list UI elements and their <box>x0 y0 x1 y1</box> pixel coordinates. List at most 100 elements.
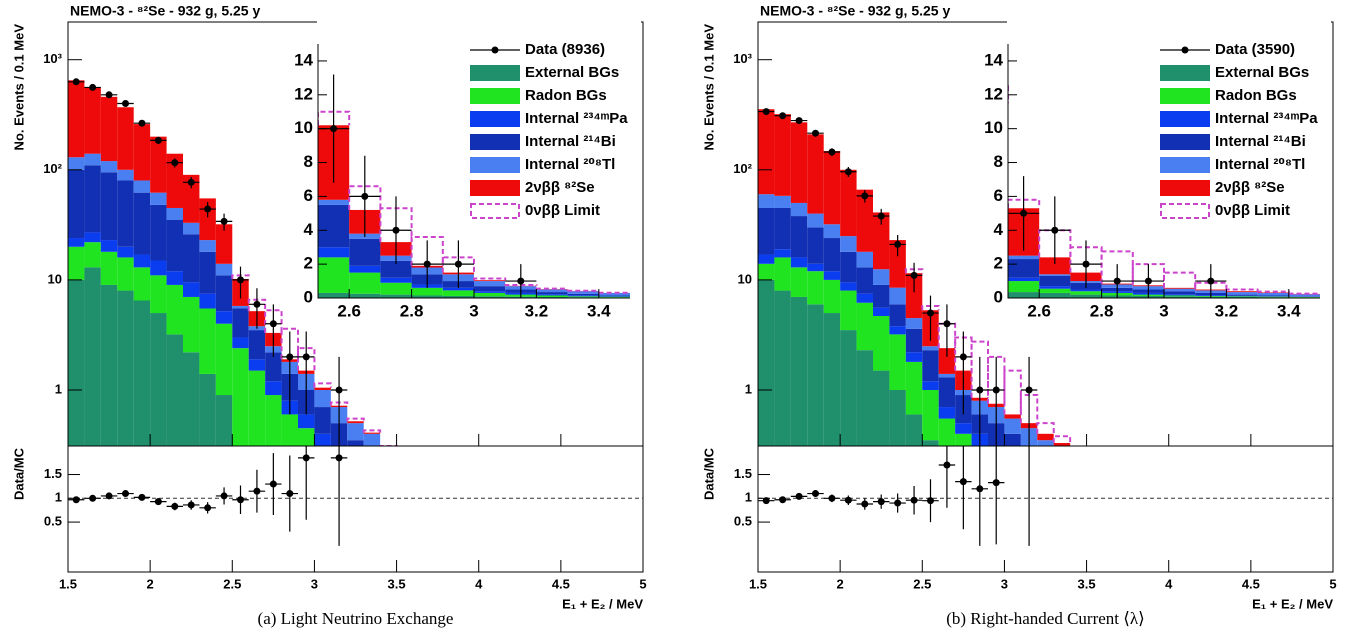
bar-segment <box>758 109 775 195</box>
data-marker <box>171 159 179 167</box>
bar-segment <box>536 295 568 297</box>
data-marker <box>253 300 261 308</box>
x-tick-label: 2 <box>837 576 844 591</box>
data-marker <box>138 493 146 501</box>
bar-segment <box>790 267 808 297</box>
data-marker <box>302 353 310 361</box>
legend-label: 2νββ ⁸²Se <box>525 179 595 196</box>
bar-segment <box>807 271 824 305</box>
bar-segment <box>232 305 249 309</box>
x-tick-label: 2.5 <box>913 576 931 591</box>
signal-outline <box>264 309 283 333</box>
bar-segment <box>100 251 118 285</box>
bar-segment <box>790 202 808 217</box>
bar-segment <box>117 169 134 181</box>
legend-swatch <box>1160 88 1210 104</box>
x-tick-label: 5 <box>1329 576 1336 591</box>
bar-segment <box>840 236 857 252</box>
bar-segment <box>68 157 85 170</box>
data-marker <box>1207 277 1215 285</box>
bar-segment <box>380 277 412 283</box>
x-tick-label: 2.5 <box>223 576 241 591</box>
data-marker <box>237 496 244 504</box>
data-marker <box>910 496 918 504</box>
data-marker <box>1051 226 1059 234</box>
signal-outline <box>1036 422 1055 434</box>
bar-segment <box>889 287 906 305</box>
inset-y-tick-label: 10 <box>294 118 313 137</box>
title: NEMO-3 - ⁸²Se - 932 g, 5.25 y <box>760 3 950 19</box>
signal-outline <box>362 429 382 433</box>
data-marker <box>122 100 129 108</box>
data-marker <box>286 490 294 498</box>
bar-segment <box>166 284 183 335</box>
x-tick-label: 4 <box>475 576 483 591</box>
y-tick-label: 1 <box>55 381 62 396</box>
bar-segment <box>314 433 331 446</box>
data-marker <box>795 117 803 125</box>
bar-segment <box>166 207 183 220</box>
x-tick-label: 5 <box>639 576 646 591</box>
bar-segment <box>199 240 216 252</box>
data-marker <box>959 478 967 486</box>
bar-segment <box>598 295 630 297</box>
bar-segment <box>166 334 183 446</box>
points <box>758 446 1030 546</box>
bar-segment <box>758 254 775 264</box>
data-marker <box>976 386 984 394</box>
bar-segment <box>1226 296 1258 297</box>
data-marker <box>1025 386 1033 394</box>
data-marker <box>861 500 869 508</box>
data-marker <box>959 353 967 361</box>
inset-y-tick-label: 14 <box>984 50 1003 69</box>
y-axis-label: No. Events / 0.1 MeV <box>11 24 26 151</box>
bar-segment <box>758 263 775 280</box>
bar-segment <box>536 292 568 295</box>
bar-segment <box>1004 433 1021 446</box>
bar-segment <box>133 124 151 181</box>
bar-segment <box>905 328 923 353</box>
bar-segment <box>840 251 857 283</box>
bar-segment <box>922 389 939 441</box>
bar-segment <box>1226 291 1258 293</box>
bar-segment <box>68 80 85 158</box>
bar-segment <box>347 440 364 446</box>
bar-segment <box>380 260 412 278</box>
legend-label: Radon BGs <box>1215 87 1297 104</box>
signal-outline <box>346 417 365 422</box>
bar-segment <box>938 377 956 408</box>
bar-segment <box>696 0 727 10</box>
inset-y-tick-label: 12 <box>984 84 1003 103</box>
bar-segment <box>199 373 216 446</box>
signal-outline <box>535 287 569 290</box>
legend-swatch <box>1160 134 1210 150</box>
bar-segment <box>856 267 873 294</box>
bar-segment <box>1257 292 1289 293</box>
bar-segment <box>380 282 412 295</box>
signal-outline <box>1194 281 1228 290</box>
bar-segment <box>955 433 972 446</box>
bar-segment <box>349 272 381 294</box>
data-marker <box>795 492 803 500</box>
data-marker <box>253 487 261 495</box>
bar-segment <box>873 269 890 285</box>
y-tick-label: 10 <box>738 271 752 286</box>
data-marker <box>1020 209 1028 217</box>
bar-segment <box>598 296 630 298</box>
data-marker <box>72 496 80 504</box>
x-tick-label: 4 <box>1165 576 1173 591</box>
bar-segment <box>1004 418 1021 434</box>
data-marker <box>894 240 902 248</box>
bar-segment <box>411 287 443 296</box>
bar-segment <box>363 432 381 434</box>
bar-segment <box>536 289 568 293</box>
legend-symbol <box>1181 46 1189 54</box>
x-tick-label: 3.5 <box>388 576 406 591</box>
bar-segment <box>150 275 167 314</box>
inset-y-tick-label: 0 <box>304 287 313 306</box>
inset-y-tick-label: 14 <box>294 50 313 69</box>
y-tick-label: 10³ <box>43 51 62 66</box>
bar-segment <box>474 280 506 282</box>
bar-segment <box>856 302 873 351</box>
